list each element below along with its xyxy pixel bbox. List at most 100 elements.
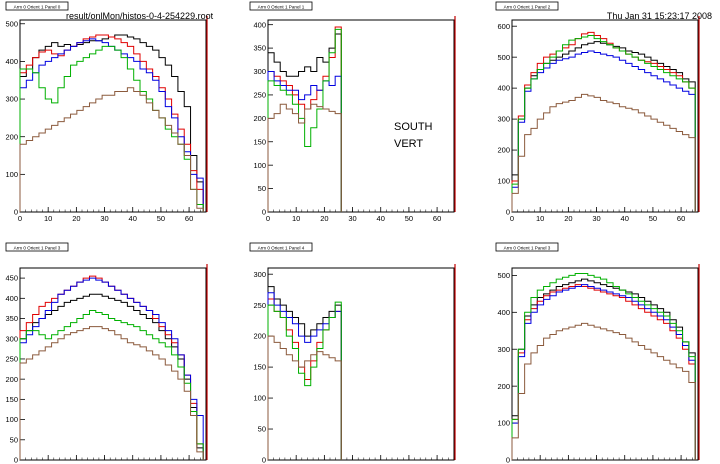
- y-tick-label: 50: [10, 435, 18, 444]
- y-tick-label: 50: [258, 184, 266, 193]
- histogram-series-4: [267, 335, 342, 460]
- panel-title: Arm 0 Orient 1 Panel 1: [258, 4, 305, 9]
- panel-title-box: [249, 242, 313, 252]
- y-tick-label: 250: [253, 301, 266, 310]
- y-tick-label: 0: [14, 456, 18, 464]
- y-tick-label: 300: [5, 95, 18, 104]
- x-tick-label: 10: [44, 214, 52, 223]
- x-tick-label: 30: [348, 214, 356, 223]
- panel-title: Arm 0 Orient 1 Panel 3: [14, 245, 61, 250]
- histogram-series-3: [267, 28, 342, 212]
- histogram-series-3: [511, 34, 696, 212]
- x-tick-label: 10: [44, 462, 52, 464]
- y-tick-label: 200: [253, 114, 266, 123]
- x-tick-label: 60: [185, 214, 193, 223]
- datetime-label: Thu Jan 31 15:23:17 2008: [606, 11, 712, 21]
- histogram-series-4: [267, 103, 342, 212]
- y-tick-label: 300: [253, 67, 266, 76]
- plot-frame: [511, 267, 699, 461]
- panel-title: Arm 0 Orient 1 Panel 0: [14, 4, 61, 9]
- x-tick-label: 50: [157, 462, 165, 464]
- panel-title: Arm 0 Orient 1 Panel 3: [504, 245, 551, 250]
- x-tick-label: 40: [621, 214, 629, 223]
- y-tick-label: 0: [262, 208, 266, 217]
- x-tick-label: 0: [18, 214, 22, 223]
- panel-title: Arm 0 Orient 1 Panel 2: [504, 4, 551, 9]
- plot-frame: [267, 267, 455, 461]
- histogram-series-1: [511, 31, 696, 212]
- y-tick-label: 250: [253, 91, 266, 100]
- plot-frame: [511, 19, 699, 213]
- y-tick-label: 350: [5, 314, 18, 323]
- panel-title-box: [5, 242, 69, 252]
- y-tick-label: 200: [5, 132, 18, 141]
- y-tick-label: 150: [253, 363, 266, 372]
- y-tick-label: 300: [497, 345, 510, 354]
- y-tick-label: 300: [5, 334, 18, 343]
- x-tick-label: 0: [266, 462, 270, 464]
- y-tick-label: 300: [253, 270, 266, 279]
- x-tick-label: 50: [649, 462, 657, 464]
- x-tick-label: 0: [18, 462, 22, 464]
- x-tick-label: 60: [677, 462, 685, 464]
- histogram-series-1: [511, 284, 696, 460]
- y-tick-label: 350: [253, 44, 266, 53]
- x-tick-label: 20: [72, 214, 80, 223]
- y-tick-label: 150: [253, 137, 266, 146]
- y-tick-label: 0: [506, 456, 510, 464]
- histogram-series-4: [19, 87, 204, 212]
- x-tick-label: 20: [564, 214, 572, 223]
- file-label: result/onlMon/histos-0-4-254229.root: [66, 11, 214, 21]
- y-tick-label: 100: [497, 177, 510, 186]
- histogram-series-3: [19, 45, 204, 212]
- y-tick-label: 400: [253, 20, 266, 29]
- x-tick-label: 10: [292, 462, 300, 464]
- x-tick-label: 10: [292, 214, 300, 223]
- x-tick-label: 20: [320, 462, 328, 464]
- y-tick-label: 200: [5, 375, 18, 384]
- panel-title-box: [495, 1, 559, 11]
- histogram-series-3: [267, 301, 342, 460]
- x-tick-label: 0: [266, 214, 270, 223]
- y-tick-label: 200: [253, 332, 266, 341]
- x-tick-label: 40: [129, 214, 137, 223]
- x-tick-label: 20: [72, 462, 80, 464]
- histogram-series-0: [19, 293, 204, 460]
- y-tick-label: 200: [497, 382, 510, 391]
- x-tick-label: 30: [100, 214, 108, 223]
- histogram-series-4: [19, 326, 204, 460]
- y-tick-label: 100: [253, 394, 266, 403]
- histogram-series-0: [267, 33, 342, 212]
- histogram-series-4: [511, 93, 696, 212]
- x-tick-label: 30: [592, 462, 600, 464]
- x-tick-label: 50: [405, 214, 413, 223]
- x-tick-label: 40: [377, 462, 385, 464]
- x-tick-label: 10: [536, 214, 544, 223]
- y-tick-label: 400: [497, 308, 510, 317]
- histogram-series-4: [511, 322, 696, 460]
- y-tick-label: 500: [497, 271, 510, 280]
- histogram-series-2: [19, 38, 204, 212]
- x-tick-label: 50: [649, 214, 657, 223]
- histogram-series-0: [267, 286, 342, 460]
- x-tick-label: 50: [405, 462, 413, 464]
- x-tick-label: 60: [677, 214, 685, 223]
- y-tick-label: 400: [5, 294, 18, 303]
- y-tick-label: 50: [258, 425, 266, 434]
- y-tick-label: 0: [262, 456, 266, 464]
- y-tick-label: 400: [5, 57, 18, 66]
- x-tick-label: 30: [348, 462, 356, 464]
- x-tick-label: 20: [564, 462, 572, 464]
- y-tick-label: 500: [5, 19, 18, 28]
- x-tick-label: 40: [129, 462, 137, 464]
- histogram-series-1: [19, 275, 204, 460]
- y-tick-label: 250: [5, 355, 18, 364]
- histogram-series-0: [511, 41, 696, 212]
- histogram-series-2: [511, 284, 696, 460]
- annotation-vert: VERT: [394, 138, 424, 150]
- x-tick-label: 40: [621, 462, 629, 464]
- panel-title-box: [5, 1, 69, 11]
- y-tick-label: 100: [5, 170, 18, 179]
- histogram-series-3: [19, 309, 204, 460]
